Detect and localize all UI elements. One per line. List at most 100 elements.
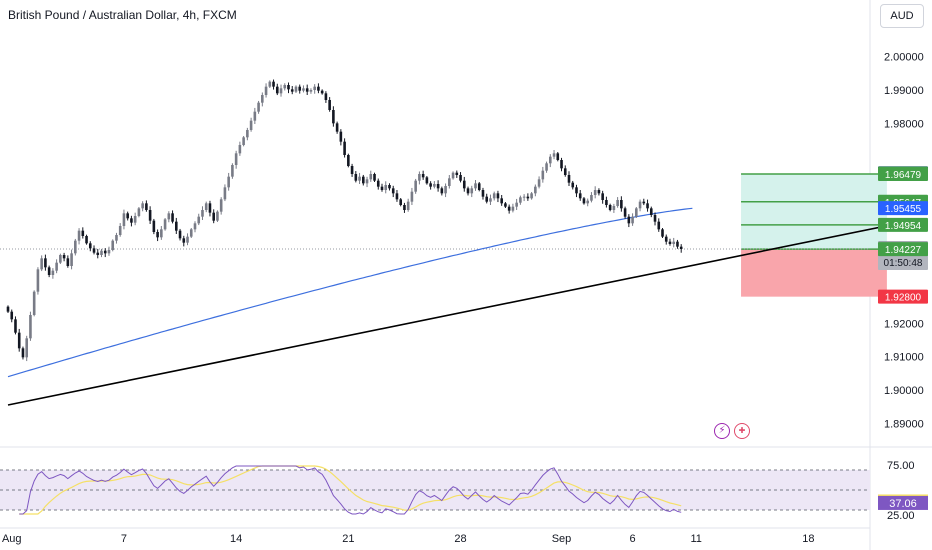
candle <box>74 238 77 256</box>
candle-body <box>451 172 455 179</box>
candle <box>141 201 144 212</box>
candle-body <box>66 258 70 266</box>
candle-body <box>537 179 541 187</box>
candle-body <box>679 246 683 249</box>
rsi-ma-line <box>19 465 682 515</box>
candle <box>391 185 395 198</box>
candle <box>421 170 425 180</box>
price-label-bg <box>878 201 928 216</box>
candle <box>620 196 623 212</box>
candle <box>451 171 455 180</box>
candle-body <box>668 241 672 244</box>
candle-body <box>111 240 115 250</box>
candle <box>70 249 73 270</box>
candle <box>160 226 163 240</box>
candle-body <box>474 183 477 189</box>
candle-body <box>362 176 365 184</box>
candle-body <box>425 177 429 184</box>
candle <box>59 253 62 264</box>
price-label: 1.96479 <box>885 170 922 181</box>
candle <box>522 194 526 202</box>
candle-body <box>25 338 28 358</box>
candle-body <box>556 153 560 160</box>
candle-body <box>55 262 58 271</box>
candle-body <box>358 176 361 181</box>
candle-body <box>320 90 324 94</box>
candle <box>115 232 118 244</box>
candle-body <box>156 232 159 238</box>
candle <box>638 199 642 212</box>
candle-body <box>130 218 133 223</box>
currency-button[interactable]: AUD <box>880 4 924 28</box>
candle-body <box>279 88 283 94</box>
y-tick-label: 1.99000 <box>884 85 924 97</box>
candle-body <box>406 201 410 210</box>
candle-body <box>448 178 451 186</box>
candle <box>593 186 597 199</box>
price-label-bg <box>878 242 928 257</box>
candle <box>418 171 421 185</box>
candle <box>477 182 481 192</box>
price-label: 1.94954 <box>885 221 922 232</box>
candle-body <box>519 197 522 203</box>
candle <box>77 228 81 245</box>
candle <box>92 245 96 255</box>
candle-body <box>238 145 242 154</box>
candle <box>354 171 358 183</box>
candle <box>272 79 275 90</box>
candle <box>631 213 634 226</box>
y-tick-label: 2.00000 <box>884 52 924 64</box>
candle-body <box>294 86 298 92</box>
candle-body <box>234 153 238 165</box>
candle <box>507 204 511 214</box>
candle-body <box>62 255 66 259</box>
candle-body <box>522 196 526 198</box>
candle-body <box>178 230 182 239</box>
candle <box>268 80 272 88</box>
candle <box>148 206 152 224</box>
candle <box>283 83 287 91</box>
candle-body <box>440 188 444 194</box>
candle-body <box>36 269 40 292</box>
candle <box>335 121 339 134</box>
price-label: 1.92800 <box>885 293 922 304</box>
candle <box>275 83 279 96</box>
candle-body <box>305 88 309 92</box>
price-label: 1.95455 <box>885 204 922 215</box>
uk-flag-icon[interactable]: ✚ <box>734 423 750 439</box>
candle-body <box>369 174 373 180</box>
candle-body <box>17 332 21 349</box>
candle <box>238 141 242 156</box>
candle <box>14 316 17 335</box>
candle <box>380 183 384 192</box>
candle-body <box>477 183 481 190</box>
candle <box>549 154 552 168</box>
x-tick-label: 14 <box>230 533 242 545</box>
candle-body <box>212 212 215 221</box>
candle <box>32 290 36 317</box>
candle <box>21 346 25 360</box>
candle <box>369 170 373 182</box>
candle-body <box>167 213 171 220</box>
candle-body <box>350 166 354 174</box>
candle-body <box>616 200 619 206</box>
rsi-line <box>19 465 682 515</box>
candle <box>122 209 126 230</box>
candle <box>242 136 245 147</box>
candle <box>290 86 294 95</box>
candle <box>616 197 619 208</box>
candle-body <box>287 85 290 90</box>
candle-body <box>500 198 503 204</box>
candle <box>62 252 66 262</box>
candle <box>470 185 474 198</box>
candle <box>496 190 500 203</box>
lightning-icon[interactable]: ⚡ <box>714 423 730 439</box>
price-label: 1.94227 <box>885 245 922 256</box>
candle-body <box>507 206 511 211</box>
candle <box>163 218 167 231</box>
candle-body <box>549 156 552 164</box>
y-tick-label: 1.91000 <box>884 352 924 364</box>
candle-body <box>429 183 432 187</box>
candle <box>403 202 406 213</box>
